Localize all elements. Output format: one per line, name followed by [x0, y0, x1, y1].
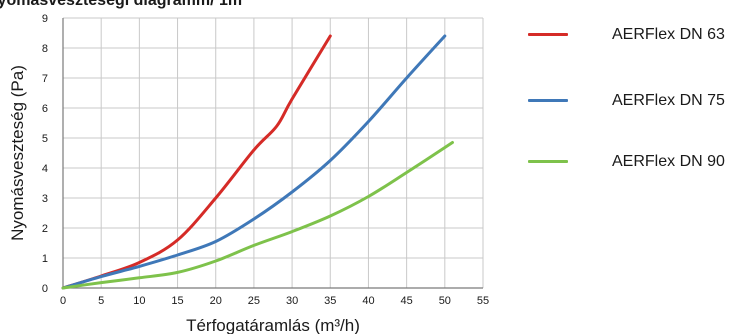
x-tick-label: 10 — [133, 295, 145, 307]
legend-swatch-dn63 — [528, 33, 568, 36]
y-tick-label: 9 — [42, 13, 48, 25]
x-tick-label: 45 — [401, 295, 413, 307]
y-tick-label: 3 — [42, 193, 48, 205]
y-tick-label: 4 — [42, 163, 48, 175]
y-tick-label: 5 — [42, 133, 48, 145]
y-tick-label: 1 — [42, 253, 48, 265]
x-tick-label: 40 — [362, 295, 374, 307]
grid — [63, 17, 484, 288]
y-tick-label: 0 — [42, 283, 48, 295]
axes — [62, 18, 483, 289]
legend-swatch-dn75 — [528, 99, 568, 102]
x-tick-label: 30 — [286, 295, 298, 307]
x-tick-label: 20 — [210, 295, 222, 307]
legend-label-dn90: AERFlex DN 90 — [612, 153, 725, 170]
series-line-2 — [61, 141, 454, 290]
legend-label-dn63: AERFlex DN 63 — [612, 26, 725, 43]
series-line-1 — [61, 34, 447, 290]
x-tick-label: 25 — [248, 295, 260, 307]
x-tick-label: 15 — [171, 295, 183, 307]
legend: AERFlex DN 63 AERFlex DN 75 AERFlex DN 9… — [528, 0, 752, 334]
legend-swatch-dn90 — [528, 160, 568, 163]
y-axis-label: Nyomásveszteség (Pa) — [8, 65, 27, 241]
series-lines — [61, 34, 454, 290]
y-tick-label: 8 — [42, 43, 48, 55]
legend-item-dn63: AERFlex DN 63 — [528, 23, 752, 47]
y-tick-label: 6 — [42, 103, 48, 115]
x-tick-label: 5 — [98, 295, 104, 307]
x-tick-label: 55 — [477, 295, 489, 307]
y-tick-label: 7 — [42, 73, 48, 85]
x-tick-label: 35 — [324, 295, 336, 307]
y-tick-label: 2 — [42, 223, 48, 235]
chart-title: Nyomásveszteségi diagramm/ 1m — [0, 0, 243, 9]
legend-item-dn90: AERFlex DN 90 — [528, 150, 752, 174]
x-tick-label: 50 — [439, 295, 451, 307]
legend-item-dn75: AERFlex DN 75 — [528, 89, 752, 113]
x-tick-label: 0 — [60, 295, 66, 307]
legend-label-dn75: AERFlex DN 75 — [612, 92, 725, 109]
x-axis-label: Térfogatáramlás (m³/h) — [186, 316, 360, 334]
